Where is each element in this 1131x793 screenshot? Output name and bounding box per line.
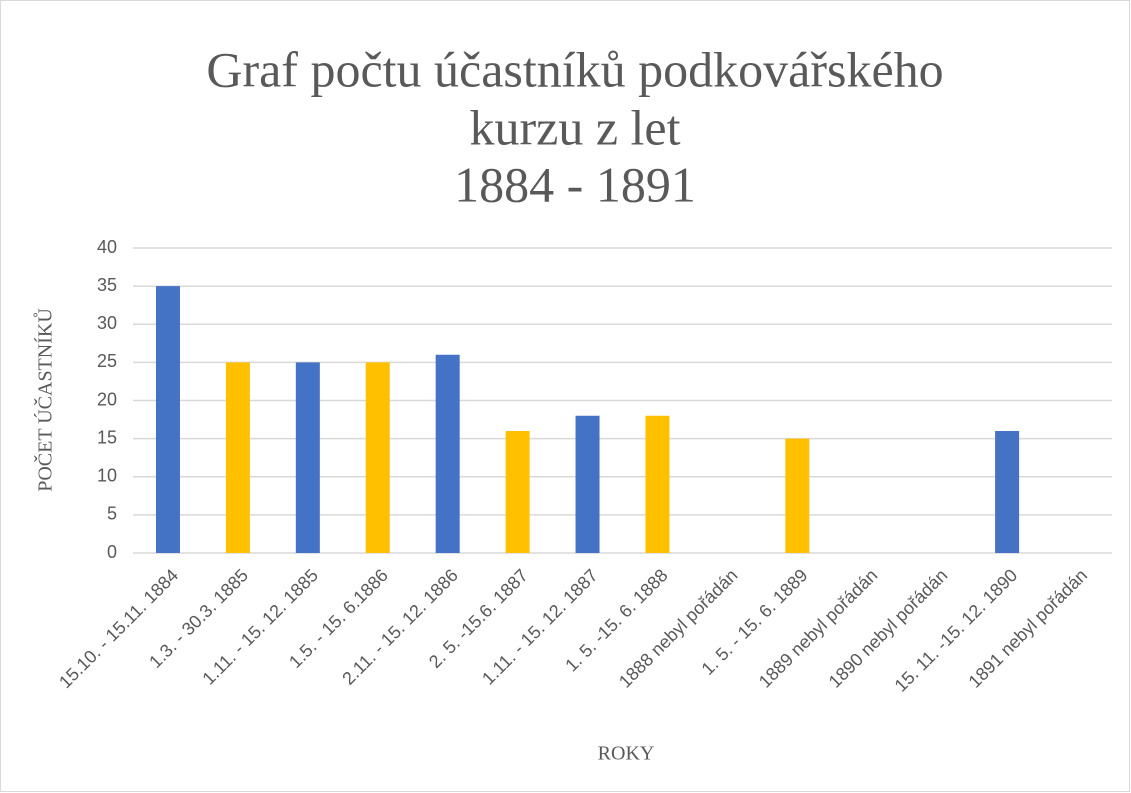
chart-title: 1884 - 1891: [454, 156, 696, 212]
y-tick-label: 15: [97, 427, 117, 447]
y-tick-label: 25: [97, 351, 117, 371]
bar: [225, 362, 250, 553]
bar: [435, 354, 460, 553]
bar: [295, 362, 320, 553]
y-tick-label: 35: [97, 275, 117, 295]
bar: [785, 438, 810, 553]
y-tick-label: 5: [107, 504, 117, 524]
bar: [505, 431, 530, 553]
y-axis-label: POČET ÚČASTNÍKŮ: [33, 308, 57, 492]
y-tick-label: 0: [107, 542, 117, 562]
y-tick-label: 40: [97, 237, 117, 257]
bar: [155, 286, 180, 553]
y-tick-label: 30: [97, 313, 117, 333]
bar: [995, 431, 1020, 553]
chart-title: Graf počtu účastníků podkovářského: [206, 41, 943, 97]
x-axis-label: ROKY: [598, 743, 655, 765]
y-tick-label: 20: [97, 389, 117, 409]
y-tick-label: 10: [97, 466, 117, 486]
chart-title: kurzu z let: [469, 99, 680, 155]
bar: [365, 362, 390, 553]
bar: [575, 415, 600, 553]
bar: [645, 415, 670, 553]
